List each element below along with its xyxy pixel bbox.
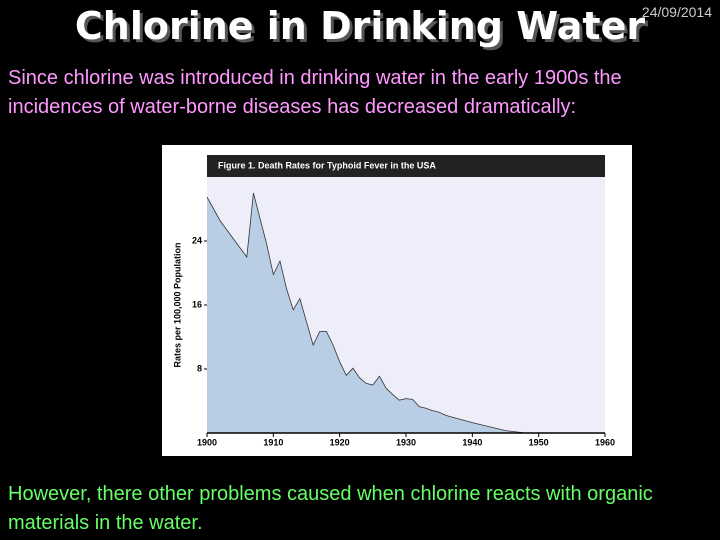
area-line <box>206 192 526 434</box>
area <box>207 193 526 433</box>
x-tick-label: 1920 <box>330 437 350 447</box>
intro-text: Since chlorine was introduced in drinkin… <box>8 67 622 118</box>
x-tick-label: 1900 <box>197 437 217 447</box>
x-tick-label: 1930 <box>396 437 416 447</box>
y-tick-label: 16 <box>192 299 202 309</box>
date: 24/09/2014 <box>641 4 712 20</box>
chart-header <box>207 155 605 177</box>
x-tick-label: 1940 <box>462 437 482 447</box>
x-tick-label: 1950 <box>529 437 549 447</box>
slide-title: Chlorine in Drinking Water <box>74 4 646 48</box>
x-tick-label: 1960 <box>595 437 615 447</box>
y-tick-label: 24 <box>192 235 202 245</box>
x-tick-label: 1910 <box>263 437 283 447</box>
y-axis-label: Rates per 100,000 Population <box>172 242 182 367</box>
y-tick-label: 8 <box>197 363 202 373</box>
outro-text: However, there other problems caused whe… <box>8 483 653 534</box>
chart-title: Figure 1. Death Rates for Typhoid Fever … <box>218 160 436 170</box>
